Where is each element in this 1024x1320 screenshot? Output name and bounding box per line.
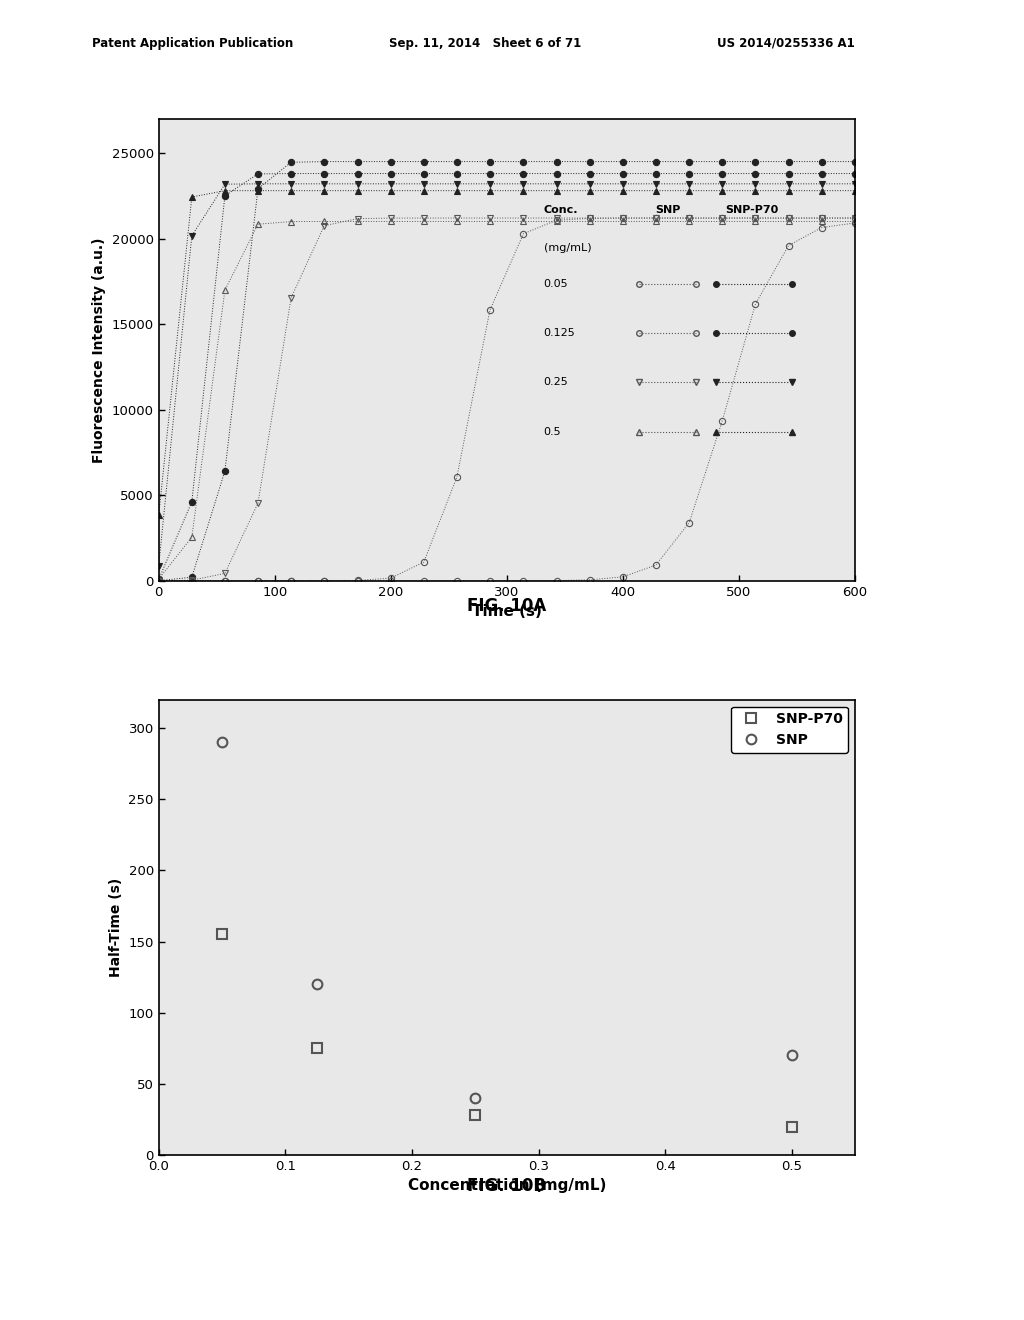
X-axis label: Time (s): Time (s)	[472, 605, 542, 619]
Text: (mg/mL): (mg/mL)	[544, 243, 592, 253]
Y-axis label: Fluorescence Intensity (a.u.): Fluorescence Intensity (a.u.)	[92, 238, 106, 462]
Text: 0.25: 0.25	[544, 378, 568, 387]
X-axis label: Concentration (mg/mL): Concentration (mg/mL)	[408, 1179, 606, 1193]
Text: Conc.: Conc.	[544, 205, 579, 215]
Text: SNP-P70: SNP-P70	[725, 205, 779, 215]
Text: 0.125: 0.125	[544, 327, 575, 338]
Text: 0.05: 0.05	[544, 279, 568, 289]
Y-axis label: Half-Time (s): Half-Time (s)	[109, 878, 123, 977]
Legend: SNP-P70, SNP: SNP-P70, SNP	[731, 706, 848, 752]
Text: FIG. 10A: FIG. 10A	[467, 597, 547, 615]
Text: 0.5: 0.5	[544, 426, 561, 437]
Text: Patent Application Publication: Patent Application Publication	[92, 37, 294, 50]
Text: FIG. 10B: FIG. 10B	[467, 1177, 547, 1196]
Text: Sep. 11, 2014   Sheet 6 of 71: Sep. 11, 2014 Sheet 6 of 71	[389, 37, 582, 50]
Text: SNP: SNP	[655, 205, 680, 215]
Text: US 2014/0255336 A1: US 2014/0255336 A1	[717, 37, 855, 50]
